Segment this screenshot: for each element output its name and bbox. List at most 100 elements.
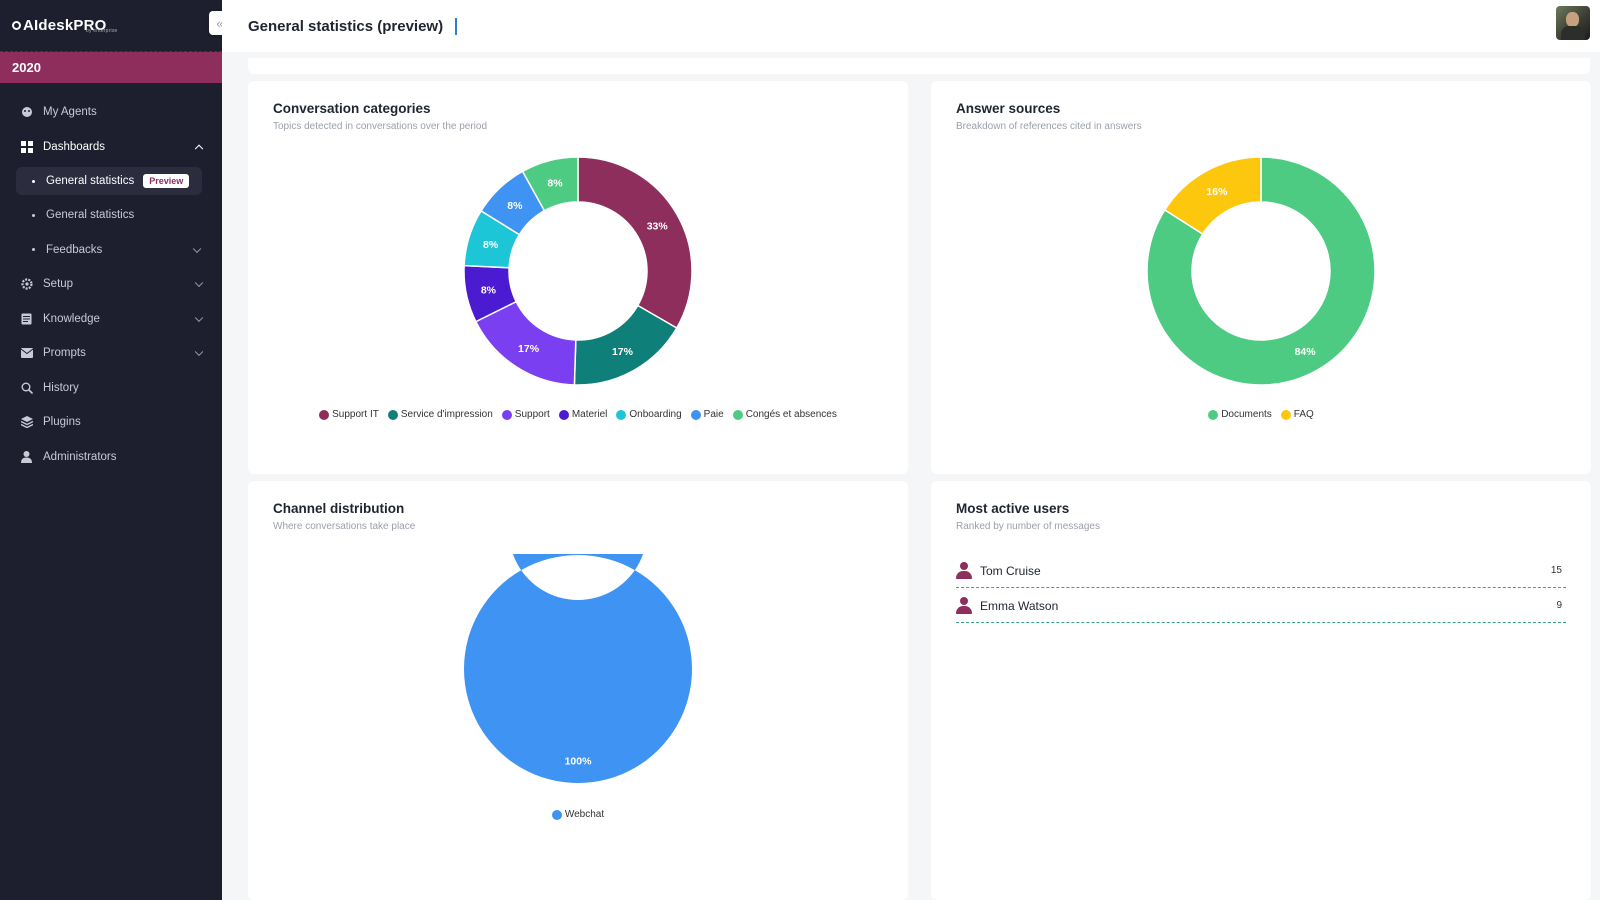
bullet-icon	[32, 248, 35, 252]
message-count: 15	[1550, 565, 1562, 576]
card-title: Channel distribution	[273, 501, 405, 516]
slice-label-webchat: 100%	[565, 756, 593, 768]
sidebar-item-label: Prompts	[43, 347, 86, 360]
card-title: Most active users	[956, 501, 1070, 516]
slice-label-support: 17%	[518, 343, 540, 355]
legend-dot-icon	[1208, 409, 1219, 420]
brand-sub: by enterprise	[86, 28, 118, 34]
slice-support-it[interactable]	[577, 156, 693, 330]
avatar-face	[1566, 12, 1579, 27]
preview-badge: Preview	[143, 174, 190, 188]
sidebar-item-administrators[interactable]: Administrators	[0, 440, 222, 475]
legend-item-faq[interactable]: FAQ	[1280, 409, 1314, 420]
sidebar-subitem-general-statistics-preview[interactable]: General statistics Preview	[16, 167, 202, 195]
legend-label: Support	[514, 409, 550, 420]
logo-icon	[12, 21, 21, 30]
legend-item-support-it[interactable]: Support IT	[319, 409, 379, 420]
card-subtitle: Ranked by number of messages	[956, 521, 1100, 532]
sidebar-item-my-agents[interactable]: My Agents	[0, 95, 222, 130]
slice-label-conges-et-absences: 8%	[547, 177, 563, 189]
sidebar-item-label: Administrators	[43, 450, 117, 463]
chevron-down-icon	[194, 278, 204, 288]
user-icon	[20, 450, 33, 463]
search-icon	[20, 381, 33, 394]
sidebar-item-label: Dashboards	[43, 140, 106, 153]
card-subtitle: Breakdown of references cited in answers	[956, 121, 1142, 132]
dashboard-icon	[20, 140, 33, 153]
sidebar-item-knowledge[interactable]: Knowledge	[0, 302, 222, 337]
card-subtitle: Topics detected in conversations over th…	[273, 121, 488, 132]
sidebar-item-prompts[interactable]: Prompts	[0, 336, 222, 371]
card-answer-sources: Answer sources Breakdown of references c…	[931, 81, 1591, 474]
card-conversation-categories: Conversation categories Topics detected …	[248, 81, 908, 474]
sidebar-item-dashboards[interactable]: Dashboards	[0, 130, 222, 165]
slice-label-materiel: 8%	[481, 285, 497, 297]
slice-label-onboarding: 8%	[483, 239, 499, 251]
brand-logo[interactable]: AIdeskPRO by enterprise	[0, 0, 222, 52]
sidebar-item-label: General statistics	[46, 209, 135, 222]
legend-item-paie[interactable]: Paie	[690, 409, 724, 420]
legend-item-documents[interactable]: Documents	[1208, 409, 1272, 420]
sidebar-item-label: General statistics	[46, 175, 135, 187]
legend-dot-icon	[319, 409, 330, 420]
legend-label: Documents	[1221, 409, 1272, 420]
slice-webchat[interactable]	[464, 554, 692, 783]
sidebar: AIdeskPRO by enterprise 2020 My Agents D…	[0, 0, 222, 900]
chevron-down-icon	[194, 347, 204, 357]
user-name: Tom Cruise	[980, 563, 1041, 578]
legend-item-onboarding[interactable]: Onboarding	[616, 409, 682, 420]
avatar[interactable]	[1556, 6, 1590, 40]
legend-dot-icon	[558, 409, 569, 420]
legend-item-webchat[interactable]: Webchat	[551, 809, 604, 820]
sidebar-subitem-feedbacks[interactable]: Feedbacks	[16, 233, 202, 268]
double-chevron-left-icon: «	[216, 15, 224, 31]
chevron-down-icon	[194, 313, 204, 322]
slice-conges-et-absences[interactable]	[521, 156, 579, 212]
message-count: 9	[1556, 600, 1562, 611]
slice-faq[interactable]	[1163, 156, 1262, 236]
sidebar-subitem-general-statistics[interactable]: General statistics	[16, 198, 202, 233]
legend-label: Service d'impression	[400, 409, 493, 420]
chart-legend: Documents FAQ	[931, 409, 1591, 420]
card-title: Answer sources	[956, 101, 1061, 116]
page-title: General statistics (preview)	[248, 17, 444, 35]
user-icon	[956, 597, 972, 614]
year-selector[interactable]: 2020	[0, 52, 222, 83]
donut-chart-categories: 33% 17% 17% 8% 8% 8% 8%	[463, 156, 693, 386]
legend-label: Support IT	[332, 409, 379, 420]
slice-label-service-d-impression: 17%	[612, 346, 634, 358]
legend-item-support[interactable]: Support	[501, 409, 550, 420]
slice-label-paie: 8%	[507, 200, 523, 212]
sidebar-item-plugins[interactable]: Plugins	[0, 405, 222, 440]
sidebar-item-label: Setup	[43, 278, 74, 291]
legend-label: Paie	[703, 409, 724, 420]
legend-item-service-d-impression[interactable]: Service d'impression	[387, 409, 493, 420]
user-name: Emma Watson	[980, 598, 1059, 613]
sidebar-item-setup[interactable]: Setup	[0, 267, 222, 302]
chart-legend: Webchat	[248, 809, 908, 820]
agents-icon	[20, 106, 33, 119]
legend-label: Materiel	[571, 409, 608, 420]
user-icon	[956, 562, 972, 579]
card-title: Conversation categories	[273, 101, 431, 116]
sidebar-item-label: Feedbacks	[46, 243, 103, 256]
chevron-down-icon	[192, 244, 202, 253]
avatar-body	[1561, 26, 1585, 40]
legend-label: Onboarding	[629, 409, 682, 420]
sidebar-item-label: Knowledge	[43, 312, 100, 325]
card-most-active-users: Most active users Ranked by number of me…	[931, 481, 1591, 900]
legend-label: FAQ	[1293, 409, 1314, 420]
list-item[interactable]: Tom Cruise 15	[956, 554, 1566, 588]
sidebar-item-history[interactable]: History	[0, 371, 222, 406]
legend-dot-icon	[616, 409, 627, 420]
list-item[interactable]: Emma Watson 9	[956, 589, 1566, 623]
slice-documents[interactable]	[1146, 156, 1376, 386]
nav-menu: My Agents Dashboards General statistics …	[0, 83, 222, 474]
card-channel-distribution: Channel distribution Where conversations…	[248, 481, 908, 900]
legend-item-materiel[interactable]: Materiel	[558, 409, 608, 420]
legend-item-conges-et-absences[interactable]: Congés et absences	[732, 409, 837, 420]
bullet-icon	[32, 213, 35, 217]
filter-strip	[248, 58, 1590, 74]
legend-dot-icon	[690, 409, 701, 420]
legend-dot-icon	[551, 809, 562, 820]
